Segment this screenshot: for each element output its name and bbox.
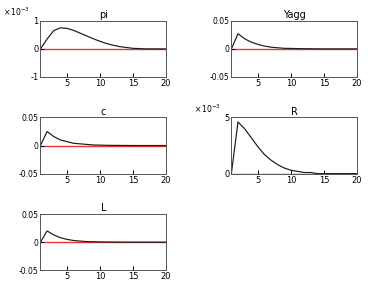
Text: $\times\,10^{-3}$: $\times\,10^{-3}$ <box>3 6 30 18</box>
Title: pi: pi <box>99 10 108 20</box>
Title: L: L <box>100 203 106 213</box>
Text: $\times\,10^{-3}$: $\times\,10^{-3}$ <box>194 102 220 115</box>
Title: R: R <box>291 107 298 117</box>
Title: c: c <box>100 107 106 117</box>
Title: Yagg: Yagg <box>283 10 305 20</box>
